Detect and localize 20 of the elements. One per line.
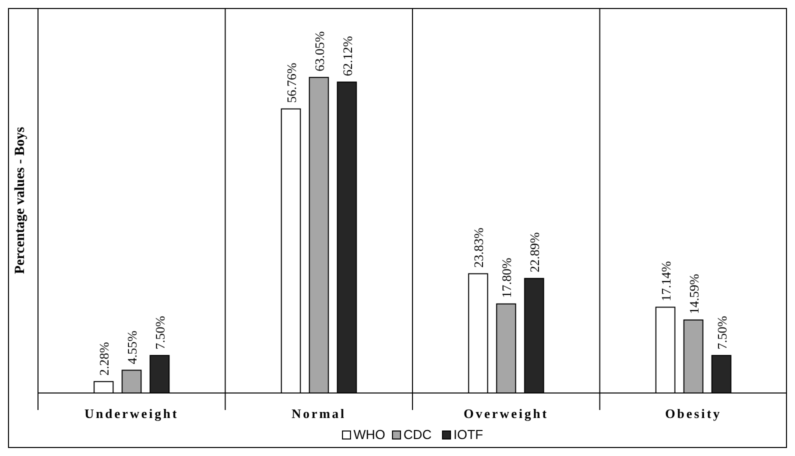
y-axis-title: Percentage values - Boys xyxy=(13,126,28,274)
data-label: 14.59% xyxy=(686,274,702,314)
legend-label: IOTF xyxy=(454,427,484,442)
x-tick-label: Normal xyxy=(292,406,346,421)
data-label: 17.80% xyxy=(499,258,514,298)
x-tick-label: Obesity xyxy=(665,406,722,421)
data-label: 7.50% xyxy=(152,316,168,350)
data-label: 7.50% xyxy=(714,316,730,350)
data-label: 2.28% xyxy=(96,342,112,376)
data-label: 62.12% xyxy=(340,36,355,76)
x-tick-label: Overweight xyxy=(464,406,549,421)
data-label: 23.83% xyxy=(471,227,486,268)
data-label: 56.76% xyxy=(284,62,299,103)
legend-label: CDC xyxy=(404,427,432,442)
data-label: 63.05% xyxy=(312,31,327,72)
x-tick-label: Underweight xyxy=(84,406,179,421)
data-label: 17.14% xyxy=(658,260,674,302)
data-label: 4.55% xyxy=(124,330,140,364)
data-label: 22.89% xyxy=(527,232,542,272)
legend-label: WHO xyxy=(354,427,386,442)
